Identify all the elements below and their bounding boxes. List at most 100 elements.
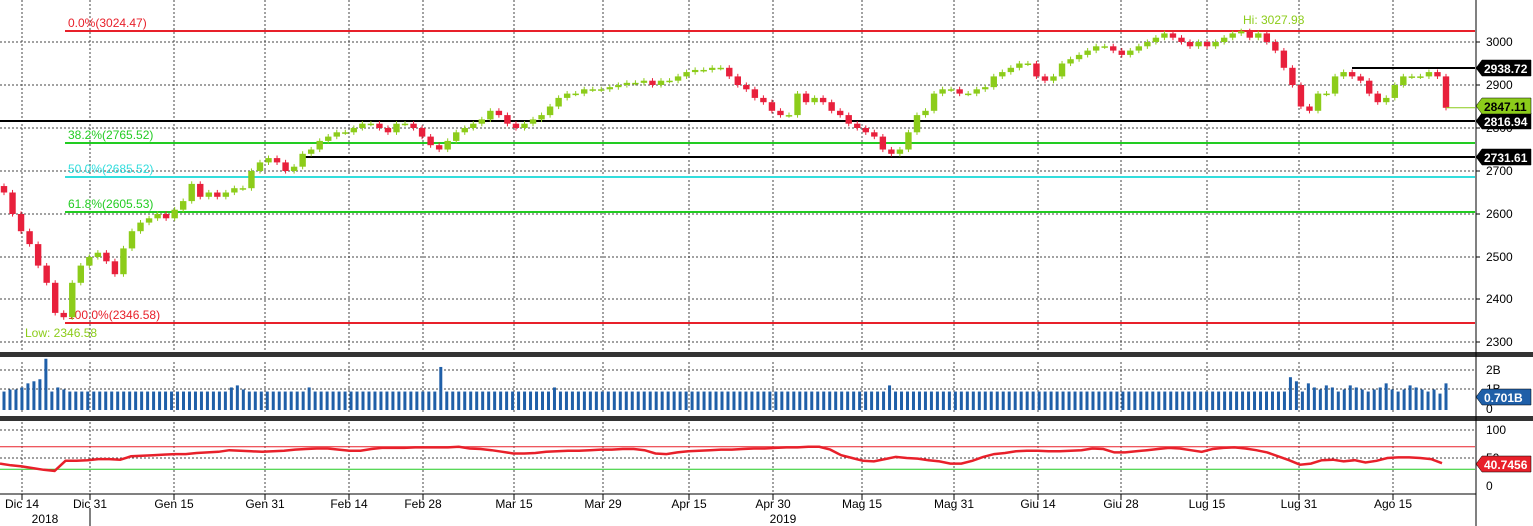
level-tag-text: 2938.72 <box>1484 62 1528 76</box>
candle-body <box>86 257 93 266</box>
candle-body <box>1408 76 1416 78</box>
y-tick-label: 2500 <box>1486 250 1513 264</box>
candle-body <box>1135 46 1143 51</box>
volume-bar <box>187 391 191 410</box>
volume-bar <box>888 385 892 410</box>
volume-bar <box>343 391 347 410</box>
volume-bar <box>1426 391 1430 410</box>
candle-body <box>1067 59 1074 64</box>
candle-body <box>34 244 42 266</box>
volume-bar <box>708 391 712 410</box>
volume-bar <box>68 391 72 410</box>
volume-bar <box>325 391 329 410</box>
candle-body <box>964 93 972 96</box>
candle-body <box>239 188 247 190</box>
volume-bar <box>253 391 257 410</box>
volume-bar <box>576 391 580 410</box>
candle-body <box>862 128 869 133</box>
panel-separator <box>0 352 1533 357</box>
y-tick-label: 2700 <box>1486 164 1513 178</box>
candle-body <box>973 89 980 94</box>
candle-body <box>947 89 955 91</box>
volume-bar <box>894 391 898 410</box>
volume-bar <box>259 391 263 410</box>
candle-body <box>563 93 571 98</box>
candle-body <box>282 162 289 171</box>
volume-bar <box>289 391 293 410</box>
candle-body <box>1314 93 1322 111</box>
candle-body <box>1092 46 1100 51</box>
candle-body <box>384 128 392 133</box>
volume-bars <box>2 358 1448 410</box>
volume-bar <box>1444 383 1448 410</box>
volume-bar <box>1223 391 1227 410</box>
candle-body <box>1357 76 1364 81</box>
candle-body <box>743 85 750 90</box>
volume-bar <box>140 391 144 410</box>
volume-tick-label: 2B <box>1486 363 1501 377</box>
candle-body <box>290 166 298 171</box>
candle-body <box>640 80 648 83</box>
candle-body <box>1434 72 1441 77</box>
candle-body <box>461 128 468 133</box>
volume-bar <box>1420 389 1424 410</box>
volume-bar <box>235 385 239 410</box>
volume-bar <box>337 391 341 410</box>
volume-bar <box>666 391 670 410</box>
volume-bar <box>660 391 664 410</box>
candle-body <box>128 231 136 249</box>
volume-bar <box>116 391 120 410</box>
candle-body <box>145 218 153 223</box>
candle-body <box>1186 42 1194 47</box>
volume-bar <box>780 391 784 410</box>
candle-body <box>427 136 434 146</box>
candle-body <box>333 132 340 137</box>
volume-bar <box>301 391 305 410</box>
volume-bar <box>1211 391 1215 410</box>
volume-bar <box>672 391 676 410</box>
candle-body <box>1297 85 1305 107</box>
volume-bar <box>1121 391 1125 410</box>
volume-bar <box>313 391 317 410</box>
volume-bar <box>786 391 790 410</box>
volume-bar <box>606 391 610 410</box>
volume-tick-label: 0 <box>1486 402 1493 416</box>
volume-bar <box>241 389 245 410</box>
volume-bar <box>1199 391 1203 410</box>
volume-bar <box>1139 391 1143 410</box>
y-tick-label: 2600 <box>1486 207 1513 221</box>
candle-body <box>1383 97 1390 103</box>
candle-body <box>1442 76 1450 108</box>
candle-body <box>726 67 733 77</box>
volume-bar <box>421 391 425 410</box>
candle-body <box>589 89 596 91</box>
volume-bar <box>1205 391 1209 410</box>
candle-body <box>1306 106 1313 111</box>
rsi-tick-label: 0 <box>1486 479 1493 493</box>
volume-bar <box>122 391 126 410</box>
volume-bar <box>1253 391 1257 410</box>
candle-body <box>1041 76 1049 81</box>
volume-bar <box>128 391 132 410</box>
candle-body <box>1391 85 1399 98</box>
rsi-panel <box>0 445 1475 473</box>
candle-body <box>393 123 400 133</box>
candle-body <box>205 192 212 197</box>
volume-bar <box>14 389 18 410</box>
y-tick-label: 2900 <box>1486 78 1513 92</box>
volume-bar <box>92 391 96 410</box>
volume-bar <box>911 391 915 410</box>
candle-body <box>43 265 50 283</box>
rsi-value-tag-text: 40.7456 <box>1484 458 1528 472</box>
volume-bar <box>535 391 539 410</box>
last-price-tag-bg <box>1475 97 1532 115</box>
candle-body <box>1127 50 1134 55</box>
candle-body <box>401 123 409 126</box>
volume-bar <box>1300 391 1304 410</box>
candle-body <box>1246 31 1253 38</box>
volume-bar <box>1115 391 1119 410</box>
volume-bar <box>1145 391 1149 410</box>
candle-body <box>666 80 673 83</box>
volume-bar <box>750 391 754 410</box>
volume-bar <box>1354 387 1358 410</box>
